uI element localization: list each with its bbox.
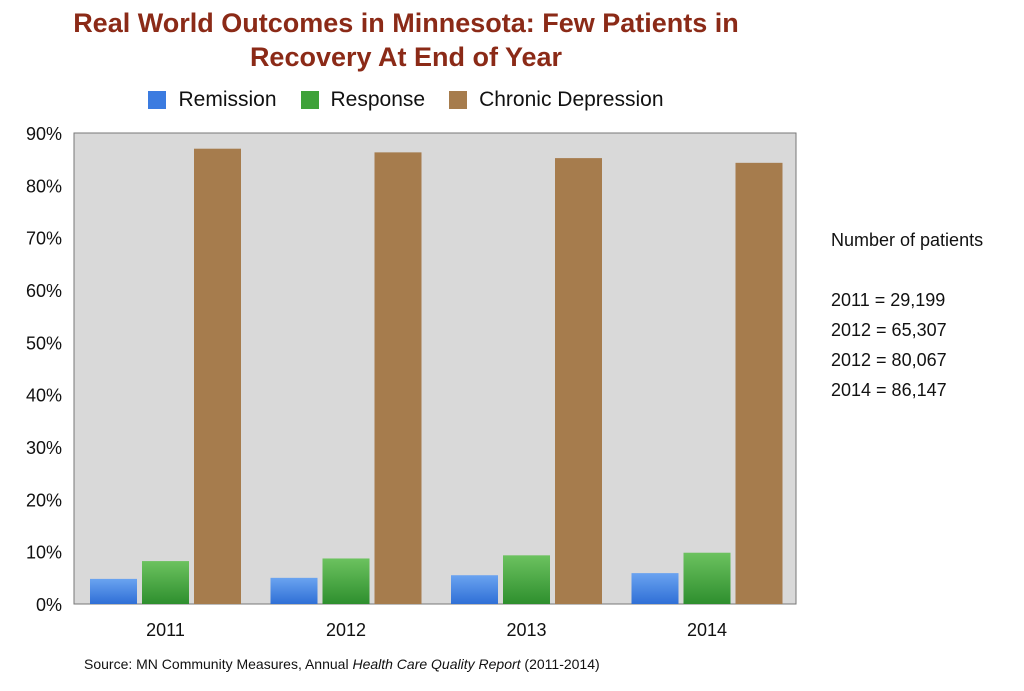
patient-count-heading: Number of patients	[831, 230, 984, 250]
legend-label-chronic: Chronic Depression	[479, 88, 664, 111]
patient-count-line: 2011 = 29,199	[831, 290, 946, 310]
legend-item-remission: Remission	[148, 88, 277, 112]
bar-chronic	[374, 152, 422, 604]
x-tick-label: 2014	[687, 620, 727, 640]
y-tick-label: 20%	[26, 490, 62, 510]
bar-response	[142, 561, 189, 604]
patient-count-line: 2012 = 65,307	[831, 320, 947, 340]
bar-response	[322, 558, 370, 604]
bar-remission	[270, 577, 318, 604]
legend: Remission Response Chronic Depression	[0, 88, 812, 112]
x-tick-label: 2012	[326, 620, 366, 640]
y-tick-label: 10%	[26, 543, 62, 563]
bar-chronic	[194, 148, 241, 604]
legend-label-remission: Remission	[178, 88, 277, 111]
legend-item-response: Response	[300, 88, 426, 112]
y-axis: 0% 10% 20% 30% 40% 50% 60% 70% 80% 90%	[26, 124, 62, 615]
y-tick-label: 60%	[26, 281, 62, 301]
patient-count-line: 2012 = 80,067	[831, 350, 947, 370]
legend-item-chronic: Chronic Depression	[449, 88, 664, 112]
legend-swatch-response	[300, 91, 319, 109]
y-tick-label: 70%	[26, 229, 62, 249]
source-suffix: (2011-2014)	[520, 656, 600, 672]
chart-title: Real World Outcomes in Minnesota: Few Pa…	[0, 6, 812, 74]
patient-count-line: 2014 = 86,147	[831, 380, 947, 400]
y-tick-label: 40%	[26, 386, 62, 406]
y-tick-label: 0%	[36, 595, 62, 615]
y-tick-label: 80%	[26, 176, 62, 196]
bar-remission	[90, 578, 137, 604]
legend-swatch-chronic	[449, 91, 468, 109]
x-axis: 2011 2012 2013 2014	[146, 620, 727, 640]
bar-chronic	[555, 158, 602, 604]
source-note: Source: MN Community Measures, Annual He…	[84, 656, 600, 672]
source-report-title: Health Care Quality Report	[352, 656, 521, 672]
plot-area	[73, 132, 797, 605]
x-tick-label: 2011	[146, 620, 185, 640]
source-prefix: Source: MN Community Measures, Annual	[84, 656, 353, 672]
chart-title-line1: Real World Outcomes in Minnesota: Few Pa…	[73, 8, 739, 38]
y-tick-label: 50%	[26, 333, 62, 353]
bars	[90, 148, 783, 604]
y-tick-label: 90%	[26, 124, 62, 144]
legend-swatch-remission	[148, 91, 167, 109]
patient-count-panel: Number of patients 2011 = 29,199 2012 = …	[831, 225, 983, 405]
bar-remission	[631, 573, 679, 604]
bar-response	[683, 552, 731, 604]
bar-remission	[451, 575, 498, 604]
chart-title-line2: Recovery At End of Year	[249, 42, 563, 72]
x-tick-label: 2013	[506, 620, 546, 640]
bar-chronic	[735, 162, 783, 604]
legend-label-response: Response	[330, 88, 426, 111]
bar-response	[503, 555, 550, 604]
y-tick-label: 30%	[26, 438, 62, 458]
